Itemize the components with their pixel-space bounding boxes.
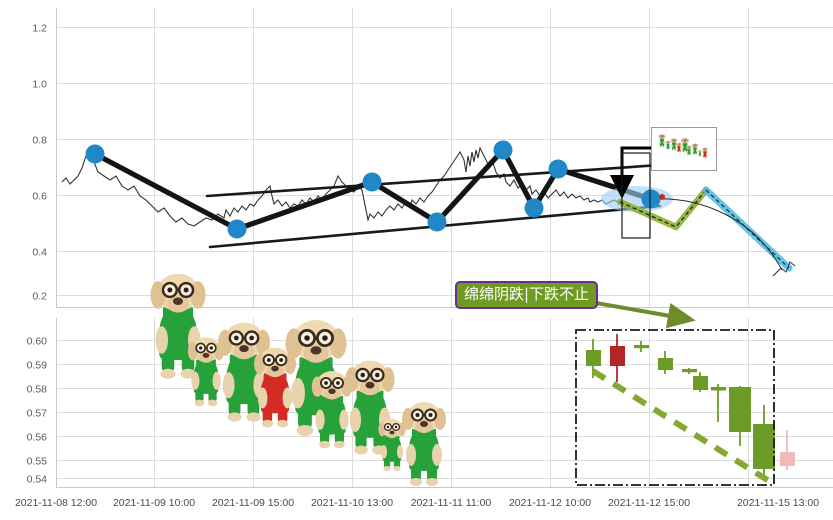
ytick-label: 0.6 <box>32 191 47 203</box>
projection-curve <box>650 198 783 271</box>
swing-markers[interactable] <box>85 140 661 239</box>
candle <box>610 334 625 382</box>
swing-marker <box>524 198 544 218</box>
swing-marker <box>548 159 568 179</box>
projection-tail <box>772 261 796 277</box>
candle-faded <box>780 430 795 470</box>
xtick-label: 2021-11-10 13:00 <box>311 497 393 509</box>
xtick-label: 2021-11-09 10:00 <box>113 497 195 509</box>
selection-box[interactable] <box>575 329 775 486</box>
candle <box>711 384 726 422</box>
swing-marker <box>641 189 661 209</box>
ytick-label: 0.54 <box>27 474 48 486</box>
xtick-label: 2021-11-12 15:00 <box>608 497 690 509</box>
xtick-label: 2021-11-11 11:00 <box>411 497 492 509</box>
ytick-label: 1.0 <box>32 79 47 91</box>
inset-thumbnail-svg <box>658 133 708 159</box>
callout-arrow <box>595 301 696 329</box>
candle <box>658 351 673 374</box>
ytick-label: 0.59 <box>27 360 48 372</box>
xtick-label: 2021-11-12 10:00 <box>509 497 591 509</box>
ytick-label: 0.57 <box>27 408 48 420</box>
candle <box>634 341 649 352</box>
swing-marker <box>227 219 247 239</box>
xtick-label: 2021-11-09 15:00 <box>212 497 294 509</box>
xtick-label: 2021-11-08 12:00 <box>15 497 97 509</box>
red-dot <box>659 194 665 200</box>
swing-marker <box>493 140 513 160</box>
swing-marker <box>85 144 105 164</box>
xtick-labels: 2021-11-08 12:00 2021-11-09 10:00 2021-1… <box>15 497 819 509</box>
candle <box>682 368 697 374</box>
ytick-label: 0.4 <box>32 247 47 259</box>
ytick-label: 0.60 <box>27 336 48 348</box>
dashed-downtrend-line <box>591 368 771 484</box>
candle <box>693 372 708 392</box>
sub-ytick-labels: 0.60 0.59 0.58 0.57 0.56 0.55 0.54 <box>27 336 48 486</box>
price-line-series <box>61 146 619 227</box>
xtick-label: 2021-11-15 13:00 <box>737 497 819 509</box>
forecast-zigzag <box>616 186 710 231</box>
puppy-sticker <box>401 401 447 487</box>
ytick-label: 0.2 <box>32 291 47 303</box>
swing-marker <box>427 212 447 232</box>
callout-label[interactable]: 绵绵阴跌|下跌不止 <box>455 281 599 309</box>
ytick-label: 0.58 <box>27 384 48 396</box>
ytick-label: 0.8 <box>32 135 47 147</box>
candle <box>753 405 775 480</box>
sub-axis-frame <box>56 318 833 488</box>
trend-channel-upper <box>205 163 662 198</box>
ytick-label: 0.55 <box>27 456 48 468</box>
candle <box>729 386 751 446</box>
swing-marker <box>362 172 382 192</box>
ytick-label: 0.56 <box>27 432 48 444</box>
ytick-label: 1.2 <box>32 23 47 35</box>
puppy-thumbnail-inset[interactable] <box>651 127 717 171</box>
main-ytick-labels: 1.2 1.0 0.8 0.6 0.4 0.2 <box>32 23 47 303</box>
